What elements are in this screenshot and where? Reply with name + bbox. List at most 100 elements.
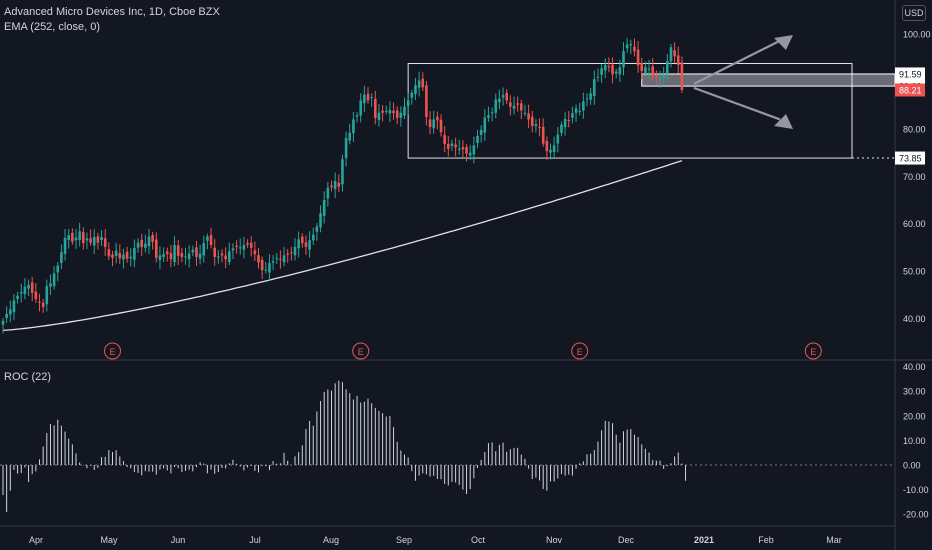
candle-body [311, 234, 315, 241]
candle-body [622, 51, 625, 68]
candle-body [384, 110, 388, 112]
candle-body [103, 238, 107, 247]
candle-body [52, 273, 56, 287]
ema-legend[interactable]: EMA (252, close, 0) [4, 21, 100, 33]
candle-body [184, 256, 187, 258]
x-tick-label: May [100, 535, 118, 545]
roc-y-tick-label: -20.00 [903, 510, 929, 520]
candle-body [490, 112, 494, 114]
x-tick-label: Aug [323, 535, 339, 545]
x-tick-label: Dec [618, 535, 635, 545]
price-label-box [895, 151, 925, 165]
candle-body [647, 68, 651, 70]
candle-body [217, 256, 220, 258]
candle-body [607, 66, 611, 68]
candle-body [173, 245, 176, 263]
candle-body [5, 313, 8, 319]
candle-body [1, 320, 5, 325]
candle-body [27, 284, 30, 289]
candle-body [198, 253, 202, 259]
candle-body [155, 239, 158, 258]
earnings-marker-label: E [810, 347, 816, 357]
candle-body [293, 246, 297, 256]
candle-body [355, 115, 359, 117]
candle-body [169, 253, 173, 260]
roc-legend[interactable]: ROC (22) [4, 371, 52, 383]
roc-y-tick-label: 30.00 [903, 387, 926, 397]
candle-body [260, 259, 264, 271]
candle-body [12, 300, 16, 313]
candle-body [352, 119, 355, 134]
candle-body [242, 245, 246, 250]
candle-body [538, 126, 541, 128]
candle-body [520, 103, 523, 111]
candle-body [574, 108, 578, 113]
candle-body [560, 124, 563, 133]
candle-body [60, 252, 63, 263]
candle-body [67, 235, 70, 240]
roc-y-tick-label: -10.00 [903, 485, 929, 495]
candle-body [315, 226, 319, 232]
candle-body [439, 119, 443, 133]
candle-body [603, 64, 607, 71]
candle-body [19, 291, 23, 294]
currency-badge[interactable]: USD [902, 5, 926, 21]
candle-body [505, 92, 508, 101]
candle-body [509, 102, 512, 107]
candle-body [23, 286, 27, 294]
candle-body [512, 105, 516, 109]
candle-body [472, 145, 476, 155]
candle-body [322, 200, 326, 216]
roc-y-tick-label: 10.00 [903, 436, 926, 446]
candle-body [297, 239, 300, 249]
candle-body [238, 247, 242, 249]
x-tick-label: Feb [758, 535, 774, 545]
candle-body [563, 118, 567, 128]
candle-body [501, 95, 505, 98]
candle-body [658, 77, 662, 80]
y-tick-label: 40.00 [903, 314, 926, 324]
up-arrow-shaft [693, 39, 781, 85]
candle-body [432, 119, 435, 129]
candle-body [614, 71, 618, 74]
candle-body [487, 115, 490, 118]
candle-body [82, 232, 85, 244]
candle-body [406, 100, 410, 107]
candle-body [118, 253, 122, 259]
candle-body [264, 269, 268, 271]
candle-body [107, 249, 111, 257]
candle-body [377, 112, 381, 121]
candle-body [180, 253, 184, 257]
chart-title: Advanced Micro Devices Inc, 1D, Cboe BZX [4, 6, 220, 18]
candle-body [534, 124, 538, 127]
candle-body [89, 238, 92, 243]
x-tick-label: Sep [396, 535, 412, 545]
candle-body [92, 236, 96, 246]
up-arrow-head [774, 35, 793, 50]
candle-body [600, 68, 603, 75]
price-label-box [895, 67, 925, 81]
candle-body [523, 112, 527, 114]
candle-body [516, 103, 519, 105]
candle-body [450, 143, 454, 147]
candle-body [30, 282, 34, 293]
candle-body [381, 110, 384, 113]
x-tick-label: Jul [249, 535, 261, 545]
y-tick-label: 100.00 [903, 30, 931, 40]
candle-body [326, 187, 330, 199]
y-tick-label: 80.00 [903, 124, 926, 134]
earnings-marker [104, 342, 121, 360]
candle-body [421, 78, 425, 88]
candle-body [417, 80, 421, 88]
price-label: 91.59 [899, 69, 922, 79]
candle-body [337, 182, 341, 187]
x-tick-label: Apr [29, 535, 43, 545]
candle-body [220, 253, 224, 256]
candle-body [618, 67, 622, 75]
candle-body [483, 117, 487, 133]
down-arrow-head [774, 114, 793, 129]
candle-body [235, 245, 238, 247]
candle-body [428, 119, 432, 128]
candle-body [370, 97, 373, 99]
